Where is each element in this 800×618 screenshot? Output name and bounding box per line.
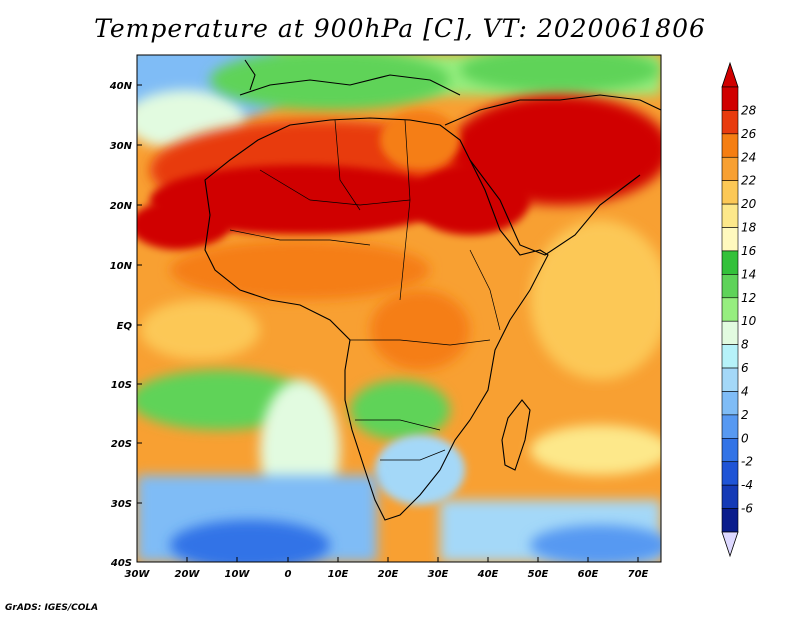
colorbar-label: 22 [741, 174, 756, 188]
red-sea-max [410, 165, 530, 235]
southern-indian-cold [530, 525, 661, 562]
lon-tick-label: 50E [528, 569, 549, 580]
colorbar-label: -6 [741, 502, 753, 516]
colorbar-label: 8 [741, 338, 749, 352]
congo-warm [370, 290, 470, 370]
lat-tick-label: 20N [110, 201, 133, 212]
lon-tick-label: 30E [428, 569, 449, 580]
colorbar-box [721, 86, 739, 111]
colorbar-label: 18 [741, 221, 757, 235]
border-line [380, 449, 446, 461]
colorbar-label: 12 [741, 291, 756, 305]
colorbar-bottom-arrow [721, 531, 739, 558]
madagascar-coastline [501, 399, 531, 471]
colorbar-label: 10 [741, 314, 757, 328]
axes: 40N 30N 20N 10N EQ 10S 20S 30S 40S 30W 2… [109, 81, 649, 580]
border-line [259, 169, 411, 206]
lon-tick-label: 60E [578, 569, 599, 580]
grads-credit: GrADS: IGES/COLA [5, 603, 99, 613]
colorbar-box [721, 344, 739, 369]
border-line [469, 249, 501, 331]
plot-frame [136, 54, 662, 563]
lat-tick-label: 10S [111, 380, 132, 391]
colorbar-label: 0 [741, 431, 749, 445]
colorbar-box [721, 203, 739, 228]
colorbar-box [721, 484, 739, 509]
latitude-axis: 40N 30N 20N 10N EQ 10S 20S 30S 40S [109, 81, 142, 569]
lat-tick-label: 30S [111, 499, 132, 510]
lon-tick-label: 70E [628, 569, 649, 580]
zambezi-green [350, 380, 450, 440]
lon-tick-label: 30W [125, 569, 151, 580]
lon-tick-label: 40E [477, 569, 499, 580]
colorbar-box [721, 391, 739, 416]
colorbar-label: 20 [741, 197, 757, 211]
lon-tick-label: 0 [285, 569, 292, 580]
lon-tick-label: 20E [378, 569, 399, 580]
longitude-axis: 30W 20W 10W 0 10E 20E 30E 40E 50E 60E 70… [125, 557, 649, 580]
colorbar-box [721, 227, 739, 252]
colorbar-label: 6 [741, 361, 749, 375]
colorbar-label: 14 [741, 267, 756, 281]
lon-tick-label: 10W [225, 569, 251, 580]
border-line [334, 119, 361, 211]
colorbar-box [721, 320, 739, 345]
arabia-coast [469, 159, 641, 256]
colorbar-box [721, 250, 739, 275]
colorbar-label: 4 [741, 384, 749, 398]
lat-tick-label: 30N [110, 141, 133, 152]
colorbar-box [721, 156, 739, 181]
border-line [355, 419, 441, 431]
colorbar-box [721, 180, 739, 205]
gulf-of-guinea [140, 300, 260, 360]
lat-tick-label: 10N [110, 261, 133, 272]
lat-tick-label: 40N [109, 81, 133, 92]
map-title: Temperature at 900hPa [C], VT: 202006180… [94, 14, 706, 43]
colorbar-box [721, 367, 739, 392]
colorbar-label: 28 [741, 103, 757, 117]
mediterranean-region [210, 55, 450, 110]
colorbar-box [721, 414, 739, 439]
border-line [399, 119, 411, 301]
indian-ocean-mild [530, 425, 661, 475]
temperature-field [137, 55, 661, 562]
lat-tick-label: 20S [111, 439, 132, 450]
lat-tick-label: EQ [117, 321, 133, 332]
caspian-region [460, 55, 660, 92]
south-atlantic-coldest [170, 520, 330, 562]
africa-coastline [204, 117, 549, 521]
indian-ocean-warm [530, 220, 661, 380]
sahel-band [170, 240, 430, 300]
lon-tick-label: 20W [175, 569, 201, 580]
coastlines [204, 59, 661, 521]
iberia-coast [244, 59, 256, 91]
border-line [350, 339, 491, 346]
lat-tick-label: 40S [110, 558, 132, 569]
west-africa-max [137, 200, 230, 250]
colorbar-label: 24 [741, 150, 756, 164]
border-line [229, 229, 371, 246]
colorbar-label: -2 [741, 455, 753, 469]
colorbar-box [721, 274, 739, 299]
colorbar-box [721, 110, 739, 135]
colorbar-box [721, 438, 739, 463]
colorbar-box [721, 508, 739, 533]
colorbar-label: -4 [741, 478, 753, 492]
middle-east-coast [444, 94, 661, 126]
colorbar-box [721, 461, 739, 486]
south-africa-plateau [375, 435, 465, 505]
colorbar-label: 16 [741, 244, 757, 258]
mediterranean-coast [239, 74, 461, 96]
country-borders [229, 119, 501, 461]
colorbar-top-arrow [721, 61, 739, 88]
colorbar-boxes [721, 86, 739, 533]
colorbar-label: 26 [741, 127, 757, 141]
lon-tick-label: 10E [328, 569, 349, 580]
colorbar-box [721, 133, 739, 158]
colorbar-box [721, 297, 739, 322]
colorbar-label: 2 [741, 408, 749, 422]
